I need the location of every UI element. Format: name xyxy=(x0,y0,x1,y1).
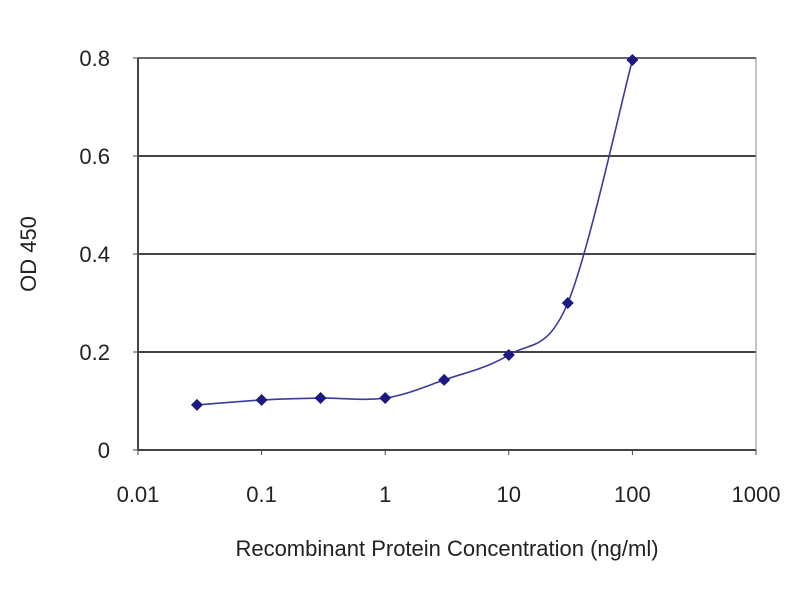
x-tick-label: 100 xyxy=(614,482,651,507)
x-tick-label: 0.1 xyxy=(246,482,277,507)
data-point xyxy=(626,53,639,66)
x-tick-label: 10 xyxy=(497,482,521,507)
y-tick-label: 0 xyxy=(98,438,110,463)
x-tick-label: 1000 xyxy=(732,482,781,507)
data-point xyxy=(561,297,574,309)
y-axis-label: OD 450 xyxy=(16,216,41,292)
data-point xyxy=(438,373,451,386)
y-tick-label: 0.4 xyxy=(79,242,110,267)
x-axis-label: Recombinant Protein Concentration (ng/ml… xyxy=(235,536,658,561)
data-point xyxy=(314,392,327,405)
y-tick-label: 0.6 xyxy=(79,144,110,169)
data-point xyxy=(255,394,268,407)
x-tick-label: 1 xyxy=(379,482,391,507)
data-point xyxy=(502,348,515,361)
tick-labels: 0 0.2 0.4 0.6 0.8 0.01 0.1 1 10 100 1000 xyxy=(79,46,780,507)
data-point xyxy=(379,392,392,405)
y-tick-label: 0.8 xyxy=(79,46,110,71)
gridlines xyxy=(138,57,756,353)
series-line xyxy=(196,59,634,406)
y-tick-label: 0.2 xyxy=(79,340,110,365)
x-tick-label: 0.01 xyxy=(117,482,160,507)
data-points xyxy=(190,53,639,411)
data-point xyxy=(190,398,203,411)
axes xyxy=(133,57,757,455)
